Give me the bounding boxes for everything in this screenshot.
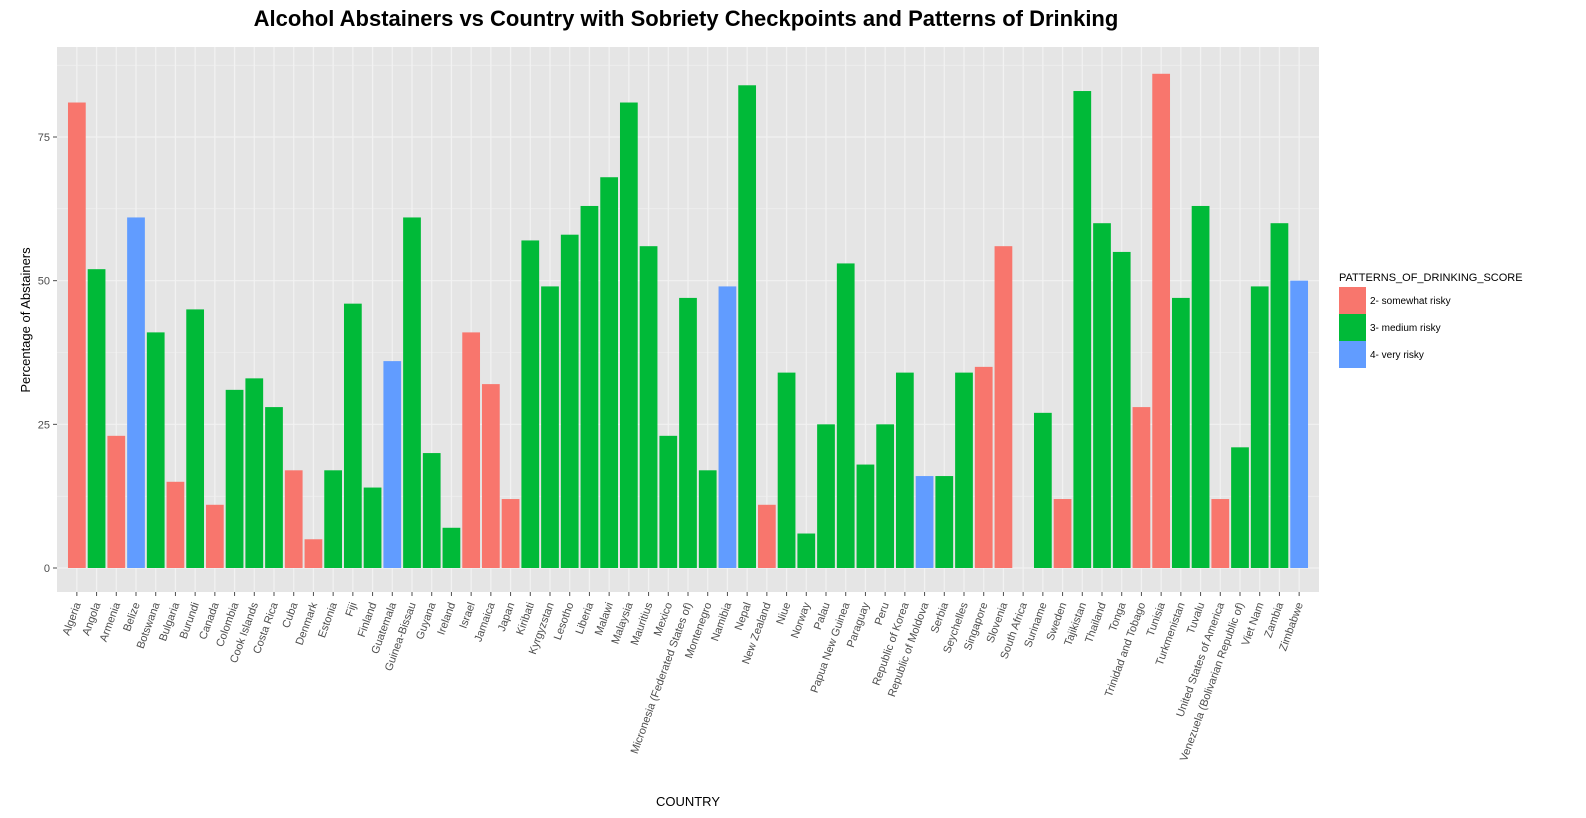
bar — [127, 217, 145, 568]
bar — [87, 269, 106, 568]
bar — [1132, 407, 1151, 568]
bar — [501, 499, 520, 568]
bar — [856, 464, 875, 568]
bar — [324, 470, 343, 568]
legend: PATTERNS_OF_DRINKING_SCORE 2- somewhat r… — [1339, 272, 1523, 368]
x-tick-label: Nepal — [733, 601, 754, 632]
x-tick-label: Belize — [121, 601, 143, 633]
bar — [1073, 91, 1092, 568]
y-axis: 0 25 50 75 — [38, 132, 57, 575]
legend-key — [1339, 287, 1366, 314]
legend-key — [1339, 314, 1366, 341]
legend-key — [1339, 341, 1366, 368]
bar — [1250, 286, 1269, 568]
bar — [1053, 499, 1072, 568]
bar — [225, 389, 244, 568]
bar — [777, 372, 796, 568]
bar — [600, 177, 619, 568]
legend-label: 2- somewhat risky — [1370, 296, 1451, 307]
bar — [619, 102, 638, 569]
bar — [718, 286, 737, 568]
bar — [442, 527, 461, 568]
bar — [146, 332, 165, 568]
bar — [521, 240, 540, 568]
chart-title: Alcohol Abstainers vs Country with Sobri… — [254, 6, 1119, 31]
bar — [895, 372, 914, 568]
bar — [698, 470, 717, 568]
x-tick-label: Trinidad and Tobago — [1103, 601, 1148, 699]
bar — [639, 246, 658, 569]
bar — [955, 372, 973, 568]
bar — [757, 504, 776, 568]
bar — [284, 470, 303, 568]
x-tick-label: Peru — [873, 601, 892, 627]
y-axis-title: Percentage of Abstainers — [18, 247, 33, 393]
bar — [1290, 280, 1309, 568]
bar — [738, 85, 757, 568]
bar — [205, 504, 224, 568]
bar — [1191, 205, 1210, 568]
bar — [403, 217, 421, 568]
y-tick-label: 75 — [38, 132, 50, 144]
x-axis-title: COUNTRY — [656, 794, 720, 809]
bar — [560, 234, 579, 568]
x-axis: AlgeriaAngolaArmeniaBelizeBotswanaBulgar… — [61, 592, 1306, 763]
legend-label: 3- medium risky — [1370, 323, 1441, 334]
bar — [1093, 223, 1111, 568]
bar — [974, 366, 993, 568]
bar — [186, 309, 205, 568]
bar — [915, 476, 934, 568]
bar — [363, 487, 382, 568]
x-tick-label: Cuba — [280, 600, 301, 630]
y-tick-label: 25 — [38, 419, 50, 431]
bar — [876, 424, 895, 568]
bar — [343, 303, 362, 568]
bar — [107, 435, 126, 568]
x-tick-label: Ireland — [435, 601, 458, 637]
bar — [580, 205, 599, 568]
x-tick-label: Fiji — [344, 601, 360, 618]
legend-label: 4- very risky — [1370, 350, 1424, 361]
legend-title: PATTERNS_OF_DRINKING_SCORE — [1339, 272, 1523, 284]
bar — [265, 407, 283, 568]
bar — [481, 384, 500, 568]
bar — [1171, 297, 1190, 568]
y-tick-label: 50 — [38, 276, 50, 288]
bar — [935, 476, 954, 568]
bar — [304, 539, 323, 568]
bar — [462, 332, 481, 568]
x-tick-label: Niue — [774, 601, 793, 626]
bar — [67, 102, 86, 569]
bar — [383, 361, 402, 568]
bar — [1112, 251, 1131, 568]
x-tick-label: Tonga — [1107, 600, 1129, 633]
bar — [1270, 223, 1289, 568]
bar — [541, 286, 559, 568]
bar — [166, 481, 185, 568]
bar — [659, 435, 678, 568]
bar — [245, 378, 264, 568]
x-tick-label: Israel — [457, 601, 477, 630]
bar — [797, 533, 816, 568]
bars — [67, 73, 1309, 569]
bar — [1152, 73, 1171, 568]
bar — [817, 424, 835, 568]
x-tick-label: Tuvalu — [1185, 601, 1207, 636]
bar — [1033, 412, 1052, 568]
bar — [1231, 447, 1249, 568]
bar — [836, 263, 855, 568]
x-tick-label: Papua New Guinea — [809, 600, 853, 695]
x-tick-label: Palau — [812, 601, 833, 632]
bar — [994, 246, 1013, 569]
bar — [679, 297, 697, 568]
x-tick-label: Japan — [496, 601, 518, 633]
bar — [422, 453, 441, 568]
y-tick-label: 0 — [44, 563, 50, 575]
bar — [1211, 499, 1230, 568]
